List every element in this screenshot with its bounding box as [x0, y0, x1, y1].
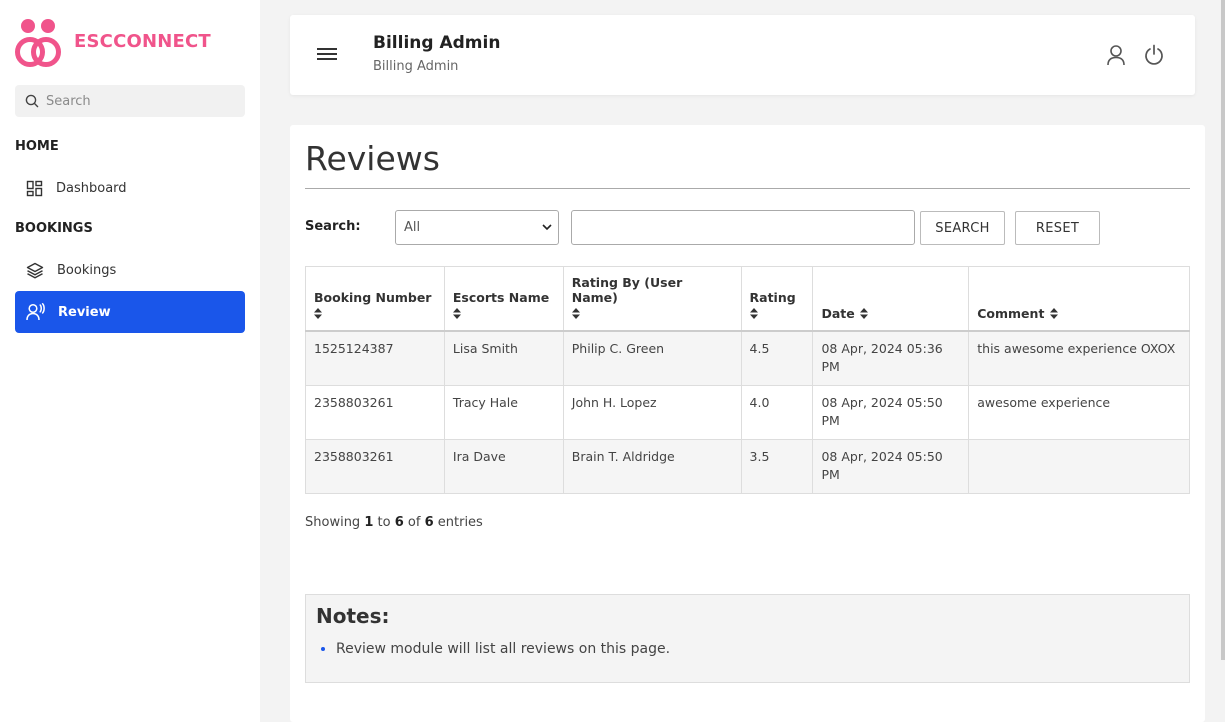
- sort-icon[interactable]: [314, 307, 436, 322]
- reviews-card: Reviews Search: All SEARCH RESET Booking…: [290, 125, 1205, 722]
- sidebar-search-placeholder: Search: [46, 93, 91, 109]
- sidebar-search-input[interactable]: Search: [15, 85, 245, 117]
- sidebar-item-bookings[interactable]: Bookings: [15, 249, 245, 291]
- user-voice-icon: [26, 303, 45, 321]
- table-info: Showing 1 to 6 of 6 entries: [305, 515, 483, 530]
- sidebar-item-review[interactable]: Review: [15, 291, 245, 333]
- cell-escorts-name: Lisa Smith: [443, 330, 564, 386]
- info-total: 6: [424, 515, 434, 530]
- notes-panel: Notes: Review module will list all revie…: [305, 594, 1190, 683]
- header-subtitle: Billing Admin: [373, 59, 459, 74]
- power-icon[interactable]: [1144, 44, 1164, 66]
- search-icon: [25, 94, 39, 108]
- cell-comment: awesome experience: [968, 384, 1190, 440]
- dashboard-icon: [26, 180, 43, 196]
- brand-name: ESCCONNECT: [74, 30, 211, 52]
- page-scrollbar[interactable]: [1221, 0, 1225, 660]
- sort-icon[interactable]: [452, 307, 555, 322]
- column-header-booking-number[interactable]: Booking Number: [305, 266, 445, 332]
- cell-booking-number: 2358803261: [305, 438, 445, 494]
- layers-icon: [26, 262, 44, 278]
- cell-rating: 4.0: [740, 384, 814, 440]
- info-prefix: Showing: [305, 515, 361, 530]
- nav-section-home: HOME: [15, 139, 59, 154]
- sidebar-item-label: Dashboard: [56, 180, 127, 196]
- header-bar: Billing Admin Billing Admin: [290, 15, 1195, 95]
- table-header-row: Booking Number Escorts Name Rating By (U…: [305, 266, 1190, 332]
- page-title: Reviews: [305, 139, 440, 178]
- column-header-label: Rating By (User Name): [571, 275, 683, 305]
- info-of-word: of: [407, 515, 421, 530]
- notes-item: Review module will list all reviews on t…: [336, 641, 670, 657]
- menu-toggle-icon[interactable]: [317, 48, 337, 60]
- cell-escorts-name: Ira Dave: [443, 438, 564, 494]
- info-to: 6: [394, 515, 404, 530]
- nav-section-bookings: BOOKINGS: [15, 221, 93, 236]
- cell-rating-by: Philip C. Green: [562, 330, 742, 386]
- info-from: 1: [364, 515, 374, 530]
- notes-list: Review module will list all reviews on t…: [336, 641, 670, 657]
- cell-rating: 3.5: [740, 438, 814, 494]
- cell-date: 08 Apr, 2024 05:36 PM: [812, 330, 970, 386]
- cell-comment: this awesome experience OXOX: [968, 330, 1190, 386]
- column-header-label: Booking Number: [314, 290, 432, 305]
- reset-button[interactable]: RESET: [1015, 211, 1100, 245]
- info-to-word: to: [377, 515, 391, 530]
- column-header-rating-by[interactable]: Rating By (User Name): [562, 266, 742, 332]
- sort-icon[interactable]: [1049, 307, 1058, 322]
- sort-icon[interactable]: [571, 307, 733, 322]
- column-header-label: Rating: [749, 290, 796, 305]
- sidebar-item-label: Review: [58, 304, 111, 320]
- sidebar-item-label: Bookings: [57, 262, 117, 278]
- cell-booking-number: 1525124387: [305, 330, 445, 386]
- user-profile-icon[interactable]: [1106, 44, 1126, 66]
- column-header-label: Date: [821, 306, 855, 321]
- brand-logo[interactable]: ESCCONNECT: [14, 17, 211, 69]
- table-row: 2358803261 Ira Dave Brain T. Aldridge 3.…: [305, 438, 1190, 494]
- column-header-date[interactable]: Date: [812, 266, 970, 332]
- cell-date: 08 Apr, 2024 05:50 PM: [812, 384, 970, 440]
- search-label: Search:: [305, 219, 361, 234]
- cell-escorts-name: Tracy Hale: [443, 384, 564, 440]
- column-header-escorts-name[interactable]: Escorts Name: [443, 266, 564, 332]
- filter-select[interactable]: All: [395, 210, 559, 245]
- column-header-label: Escorts Name: [452, 290, 550, 305]
- sort-icon[interactable]: [860, 307, 869, 322]
- cell-date: 08 Apr, 2024 05:50 PM: [812, 438, 970, 494]
- sort-icon[interactable]: [749, 307, 805, 322]
- cell-rating-by: John H. Lopez: [562, 384, 742, 440]
- table-row: 1525124387 Lisa Smith Philip C. Green 4.…: [305, 330, 1190, 386]
- chevron-down-icon: [542, 224, 552, 231]
- column-header-comment[interactable]: Comment: [968, 266, 1190, 332]
- filter-select-value: All: [404, 220, 421, 235]
- column-header-label: Comment: [977, 306, 1045, 321]
- cell-booking-number: 2358803261: [305, 384, 445, 440]
- table-row: 2358803261 Tracy Hale John H. Lopez 4.0 …: [305, 384, 1190, 440]
- info-suffix: entries: [437, 515, 483, 530]
- search-input[interactable]: [571, 210, 915, 245]
- cell-comment: [968, 438, 1190, 494]
- header-title: Billing Admin: [373, 33, 501, 53]
- cell-rating: 4.5: [740, 330, 814, 386]
- cell-rating-by: Brain T. Aldridge: [562, 438, 742, 494]
- column-header-rating[interactable]: Rating: [740, 266, 814, 332]
- sidebar: ESCCONNECT Search HOME Dashboard BOOKING…: [0, 0, 260, 722]
- logo-icon: [15, 19, 61, 67]
- search-button[interactable]: SEARCH: [920, 211, 1005, 245]
- notes-title: Notes:: [316, 604, 390, 628]
- title-divider: [305, 188, 1190, 189]
- reviews-table: Booking Number Escorts Name Rating By (U…: [305, 266, 1190, 494]
- sidebar-item-dashboard[interactable]: Dashboard: [15, 167, 245, 209]
